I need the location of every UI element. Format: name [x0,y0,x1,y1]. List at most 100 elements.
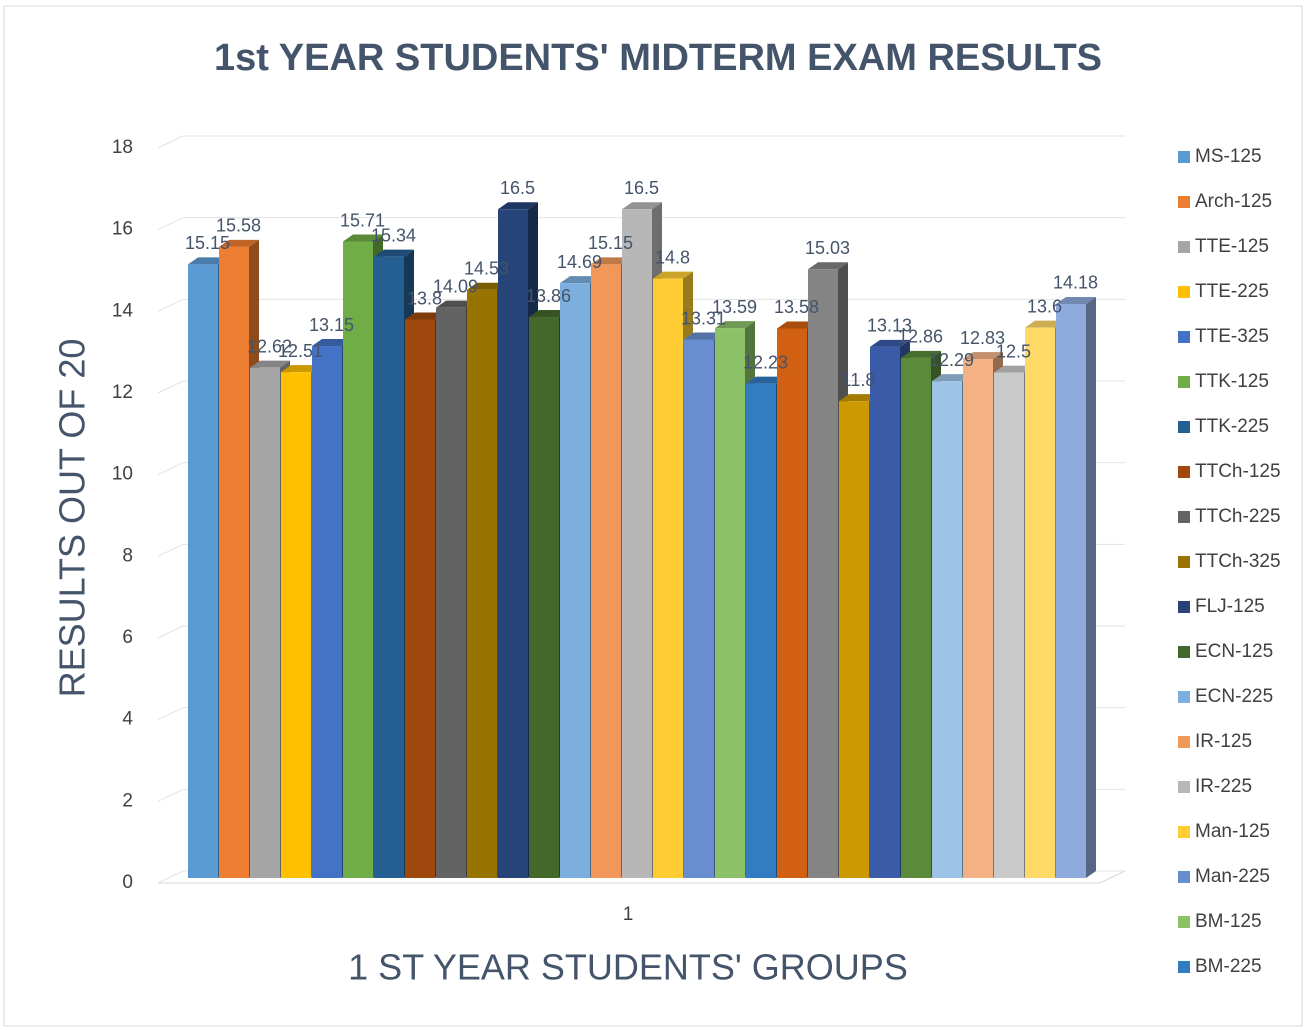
bar-side [1086,296,1096,878]
y-tick-label: 2 [122,790,133,811]
data-label: 15.15 [588,233,633,253]
bar-top [529,310,569,318]
data-label: 15.03 [805,238,850,258]
legend-swatch [1178,511,1190,523]
legend-swatch [1178,871,1190,883]
bar-top [312,339,352,347]
bar [591,264,621,878]
data-label: 14.53 [464,258,509,278]
bar [808,269,838,878]
y-tick-label: 4 [122,709,133,730]
x-axis-title: 1 ST YEAR STUDENTS' GROUPS [348,947,908,988]
grid-line [157,380,184,394]
grid-line [157,788,184,802]
bar-top [467,282,507,290]
bar [312,346,342,879]
bar-top [963,352,1003,360]
legend-swatch [1178,151,1190,163]
legend-label: TTE-225 [1195,281,1269,302]
bar-top [560,276,600,284]
grid-line [157,217,184,231]
grid-line [157,625,184,639]
legend-label: IR-125 [1195,731,1252,752]
legend-label: BM-225 [1195,956,1262,977]
data-label: 14.09 [433,276,478,296]
bar-top [1056,296,1096,304]
data-label: 13.59 [712,297,757,317]
y-tick-label: 6 [122,627,133,648]
bar [684,339,714,879]
bar [777,328,807,878]
bar [870,346,900,878]
grid-line [157,462,184,476]
bar [529,317,559,878]
legend-swatch [1178,826,1190,838]
grid-line [157,135,184,149]
bar-top [684,332,724,340]
bar [281,372,311,878]
bar-top [808,262,848,270]
data-label: 16.5 [624,178,659,198]
legend-label: TTK-225 [1195,416,1269,437]
bar [932,381,962,878]
data-label: 13.13 [867,316,912,336]
y-tick-label: 12 [112,382,133,403]
data-label: 12.62 [247,336,292,356]
data-label: 13.31 [681,308,726,328]
data-label: 15.15 [185,233,230,253]
legend-label: TTE-125 [1195,236,1269,257]
bar-top [498,202,538,210]
legend-label: ECN-225 [1195,686,1273,707]
legend-swatch [1178,916,1190,928]
bar [560,283,590,878]
data-label: 14.69 [557,252,602,272]
bar [498,209,528,878]
bar [746,383,776,878]
y-tick-label: 16 [112,219,133,240]
legend-label: MS-125 [1195,146,1262,167]
legend-label: TTCh-225 [1195,506,1281,527]
bar-top [405,312,445,320]
legend-label: BM-125 [1195,911,1262,932]
data-label: 16.5 [500,178,535,198]
grid-line [157,707,184,721]
legend-swatch [1178,736,1190,748]
bar [1056,303,1086,878]
bar [839,401,869,878]
bar [436,307,466,878]
bar [374,256,404,878]
data-label: 13.8 [407,288,442,308]
legend-label: Man-225 [1195,866,1270,887]
bar [901,357,931,879]
bar [994,372,1024,878]
legend-swatch [1178,286,1190,298]
bar [622,209,652,878]
legend-swatch [1178,331,1190,343]
legend-swatch [1178,781,1190,793]
data-label: 12.86 [898,327,943,347]
data-label: 12.83 [960,328,1005,348]
data-label: 13.86 [526,286,571,306]
bar-top [715,321,755,329]
bar-top [839,394,879,402]
chart-title: 1st YEAR STUDENTS' MIDTERM EXAM RESULTS [214,37,1102,79]
y-tick-label: 10 [112,464,133,485]
y-tick-label: 0 [122,872,133,893]
data-label: 12.5 [996,341,1031,361]
legend-swatch [1178,556,1190,568]
legend-swatch [1178,466,1190,478]
data-label: 14.8 [655,247,690,267]
data-label: 13.6 [1027,296,1062,316]
legend-label: TTCh-325 [1195,551,1281,572]
bar-top [250,360,290,368]
bar-top [994,365,1034,373]
bar [405,319,435,878]
data-label: 14.18 [1053,273,1098,293]
legend-label: TTCh-125 [1195,461,1281,482]
bar [250,367,280,878]
y-tick-label: 14 [112,300,134,321]
data-label: 15.34 [371,225,416,245]
bar-top [1025,320,1065,328]
bar-top [622,202,662,210]
